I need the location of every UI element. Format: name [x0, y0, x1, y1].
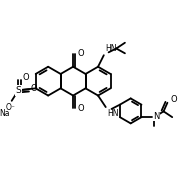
Text: Na: Na — [0, 108, 9, 117]
Text: HN: HN — [106, 44, 117, 53]
Text: N: N — [153, 112, 159, 121]
Text: O: O — [22, 73, 29, 82]
Text: O: O — [31, 84, 37, 93]
Text: O⁻: O⁻ — [6, 103, 16, 112]
Text: O: O — [78, 104, 84, 113]
Text: HN: HN — [108, 109, 119, 118]
Text: O: O — [78, 49, 84, 58]
Text: S: S — [15, 86, 21, 95]
Text: O: O — [170, 95, 177, 104]
